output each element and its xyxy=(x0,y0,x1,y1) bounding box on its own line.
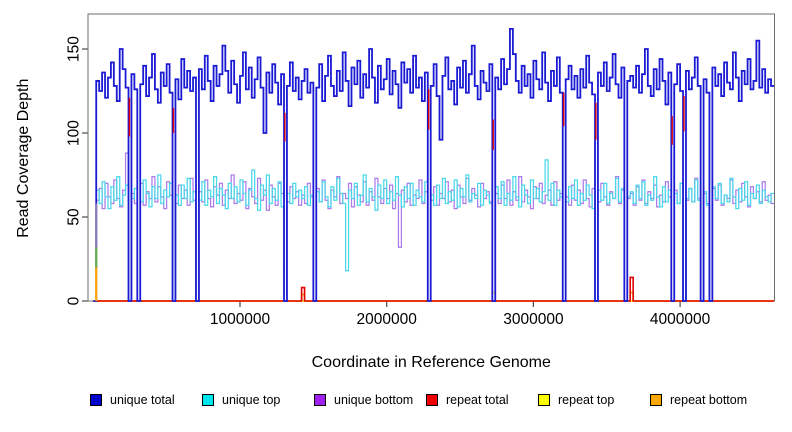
legend-item-repeat-bottom: repeat bottom xyxy=(650,394,747,407)
y-axis-title: Read Coverage Depth xyxy=(15,79,32,238)
x-axis: 1000000 2000000 3000000 4000000 xyxy=(210,301,711,328)
legend-swatch-unique-total xyxy=(90,394,102,407)
legend-label: unique total xyxy=(110,393,175,407)
legend-label: repeat top xyxy=(558,393,615,407)
legend-swatch-unique-bottom xyxy=(314,394,326,407)
legend-item-unique-total: unique total xyxy=(90,394,202,407)
legend-item-repeat-total: repeat total xyxy=(426,394,538,407)
series-unique-top xyxy=(93,159,774,302)
legend-swatch-unique-top xyxy=(202,394,214,407)
legend-label: repeat total xyxy=(446,393,509,407)
y-tick-label: 50 xyxy=(66,208,83,226)
legend-swatch-repeat-total xyxy=(426,394,438,407)
y-tick-label: 0 xyxy=(66,296,83,305)
x-tick-label: 1000000 xyxy=(210,311,271,328)
legend-label: unique bottom xyxy=(334,393,414,407)
legend-item-repeat-top: repeat top xyxy=(538,394,650,407)
legend-label: unique top xyxy=(222,393,281,407)
legend-swatch-repeat-bottom xyxy=(650,394,662,407)
legend-swatch-repeat-top xyxy=(538,394,550,407)
series-repeat-total xyxy=(93,276,774,302)
legend-label: repeat bottom xyxy=(670,393,748,407)
legend-item-unique-top: unique top xyxy=(202,394,314,407)
legend-item-unique-bottom: unique bottom xyxy=(314,394,426,407)
x-tick-label: 3000000 xyxy=(503,311,564,328)
y-tick-label: 100 xyxy=(66,120,83,146)
y-tick-label: 150 xyxy=(66,36,83,62)
repeat-total-tips xyxy=(128,89,685,150)
y-axis: 0 50 100 150 xyxy=(66,36,88,305)
legend: unique total unique top unique bottom re… xyxy=(90,394,747,407)
x-tick-label: 2000000 xyxy=(357,311,418,328)
x-tick-label: 4000000 xyxy=(650,311,711,328)
series-unique-total xyxy=(93,27,774,302)
x-axis-title: Coordinate in Reference Genome xyxy=(312,354,551,371)
